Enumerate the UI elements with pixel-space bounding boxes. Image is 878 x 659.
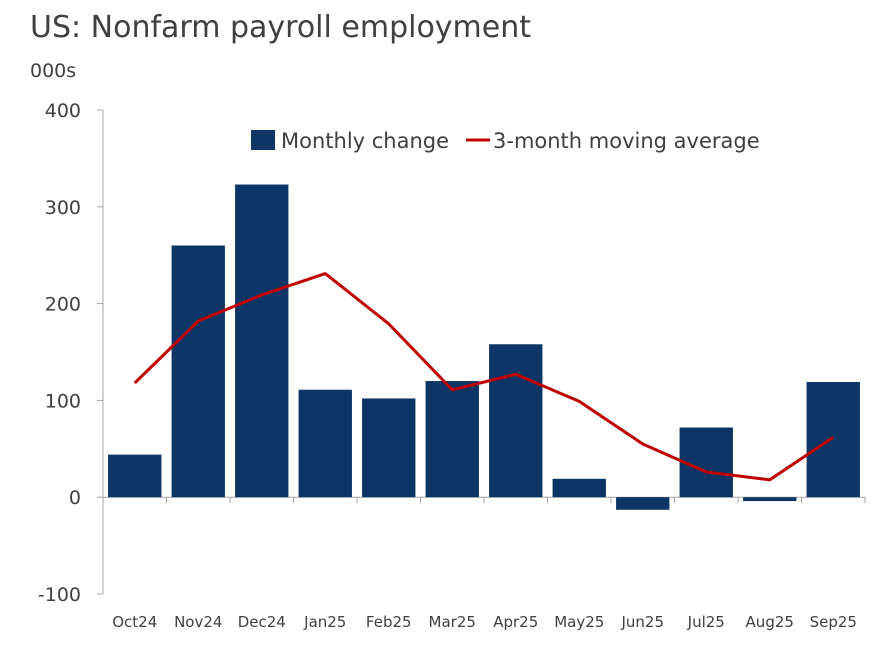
x-tick-label: Apr25 [493,613,538,631]
bar-jan25 [298,389,352,498]
bar-sep25 [806,382,860,498]
y-tick-label: 400 [45,100,81,122]
x-tick-label: Jul25 [687,613,725,631]
y-tick-label: 0 [69,487,81,509]
x-tick-label: Aug25 [746,613,794,631]
x-tick-label: Oct24 [112,613,157,631]
legend-label-moving-average: 3-month moving average [493,129,760,153]
bar-mar25 [425,381,479,498]
bar-oct24 [108,454,162,498]
x-tick-label: Sep25 [810,613,857,631]
unit-label: 000s [30,60,77,82]
x-tick-label: Nov24 [174,613,222,631]
bar-jun25 [616,497,670,510]
y-tick-label: 300 [45,197,81,219]
x-tick-label: Dec24 [238,613,286,631]
legend-swatch-monthly-change [251,130,275,150]
y-tick-label: 200 [45,294,81,316]
y-tick-label: -100 [38,584,81,606]
x-tick-label: Jan25 [303,613,346,631]
moving-average-line [133,272,835,482]
bar-jul25 [679,427,733,498]
bar-dec24 [235,184,289,498]
x-tick-label: May25 [554,613,604,631]
y-tick-label: 100 [45,390,81,412]
x-tick-label: Feb25 [366,613,412,631]
x-tick-label: Mar25 [429,613,476,631]
bar-aug25 [743,497,797,502]
bar-feb25 [362,398,416,498]
x-tick-label: Jun25 [620,613,664,631]
bar-may25 [552,478,606,498]
bar-nov24 [171,245,225,498]
bar-apr25 [489,344,543,498]
legend-label-monthly-change: Monthly change [281,129,449,153]
chart-title: US: Nonfarm payroll employment [30,10,532,45]
